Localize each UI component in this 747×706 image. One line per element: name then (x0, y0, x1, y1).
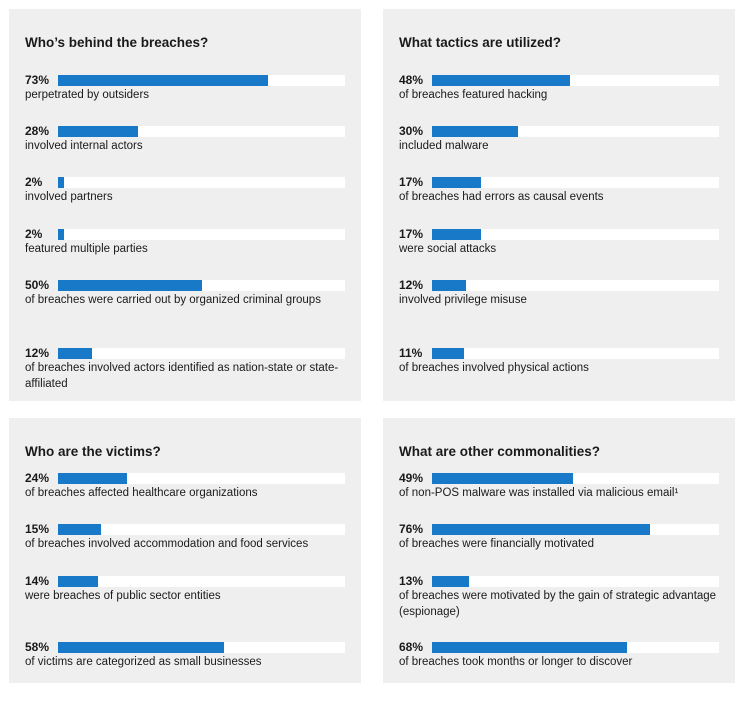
bar-track (432, 348, 719, 359)
stat-description: of breaches involved actors identified a… (25, 362, 339, 390)
bar (58, 642, 225, 653)
bar-track (58, 348, 345, 359)
stat-value: 58% (25, 640, 50, 654)
stat-value: 49% (399, 471, 424, 485)
stat-description: of breaches took months or longer to dis… (399, 656, 633, 668)
bar-track (58, 524, 345, 535)
stat-value: 2% (25, 227, 43, 241)
bar (432, 126, 519, 137)
bar-track (58, 177, 345, 188)
bar-track (58, 473, 345, 484)
bar-track (432, 280, 719, 291)
stat-description: included malware (399, 140, 489, 152)
stat-value: 50% (25, 278, 50, 292)
panel-tactics: What tactics are utilized? 48% of breache… (383, 9, 735, 401)
bar-track (432, 177, 719, 188)
stat-description: featured multiple parties (25, 243, 148, 255)
bar-track (432, 126, 719, 137)
stat-value: 2% (25, 175, 43, 189)
stat-description: of breaches involved physical actions (399, 362, 589, 374)
stat-value: 30% (399, 124, 424, 138)
panel-title: What are other commonalities? (399, 444, 601, 459)
stat-value: 48% (399, 73, 424, 87)
bar-track (432, 229, 719, 240)
panel-commonalities: What are other commonalities? 49% of non-… (383, 418, 735, 683)
stat-description: of breaches were motivated by the gain o… (399, 590, 717, 618)
bar (432, 524, 651, 535)
panel-title: Who’s behind the breaches? (25, 35, 209, 50)
stat-value: 17% (399, 227, 424, 241)
stat-description: of victims are categorized as small busi… (25, 656, 262, 668)
stat-value: 15% (25, 522, 50, 536)
bar (58, 75, 268, 86)
panel-title: What tactics are utilized? (399, 35, 562, 50)
stat-description: of breaches featured hacking (399, 89, 548, 101)
bar-track (432, 642, 719, 653)
panel-who-behind: Who’s behind the breaches? 73% perpetrate… (9, 9, 361, 401)
stat-description: involved internal actors (25, 140, 143, 152)
stat-value: 76% (399, 522, 424, 536)
stat-value: 24% (25, 471, 50, 485)
stat-description: were breaches of public sector entities (25, 590, 221, 602)
stat-value: 73% (25, 73, 50, 87)
bar (432, 642, 628, 653)
stat-description: of breaches had errors as causal events (399, 191, 604, 203)
bar-track (58, 126, 345, 137)
bar (432, 75, 570, 86)
stat-description: of breaches affected healthcare organiza… (25, 487, 258, 499)
stat-description: of breaches were carried out by organize… (25, 294, 321, 306)
bar (58, 348, 93, 359)
stat-description: of non-POS malware was installed via mal… (399, 487, 679, 499)
bar (432, 473, 573, 484)
bar (58, 126, 139, 137)
bar-track (432, 524, 719, 535)
bar (432, 280, 467, 291)
bar (58, 229, 64, 240)
stat-value: 17% (399, 175, 424, 189)
stat-description: of breaches involved accommodation and f… (25, 538, 309, 550)
bar (432, 229, 481, 240)
stat-value: 13% (399, 574, 424, 588)
bar-track (58, 75, 345, 86)
bar (58, 473, 127, 484)
bar (58, 576, 99, 587)
stat-value: 14% (25, 574, 50, 588)
bar-track (432, 75, 719, 86)
bar (58, 177, 64, 188)
stat-description: perpetrated by outsiders (25, 89, 150, 101)
panel-title: Who are the victims? (25, 444, 161, 459)
bar-track (432, 576, 719, 587)
bar-track (58, 642, 345, 653)
stat-description: were social attacks (399, 243, 497, 255)
stat-value: 68% (399, 640, 424, 654)
bar-track (58, 576, 345, 587)
panel-victims: Who are the victims? 24% of breaches affe… (9, 418, 361, 683)
bar (432, 576, 470, 587)
bar (58, 524, 102, 535)
bar-track (432, 473, 719, 484)
stat-value: 12% (25, 346, 50, 360)
bar-track (58, 229, 345, 240)
stat-value: 11% (399, 346, 423, 360)
stat-value: 28% (25, 124, 50, 138)
stat-description: of breaches were financially motivated (399, 538, 594, 550)
stat-description: involved partners (25, 191, 113, 203)
bar (58, 280, 202, 291)
bar-track (58, 280, 345, 291)
stat-value: 12% (399, 278, 424, 292)
bar (432, 348, 464, 359)
stat-description: involved privilege misuse (399, 294, 527, 306)
bar (432, 177, 481, 188)
